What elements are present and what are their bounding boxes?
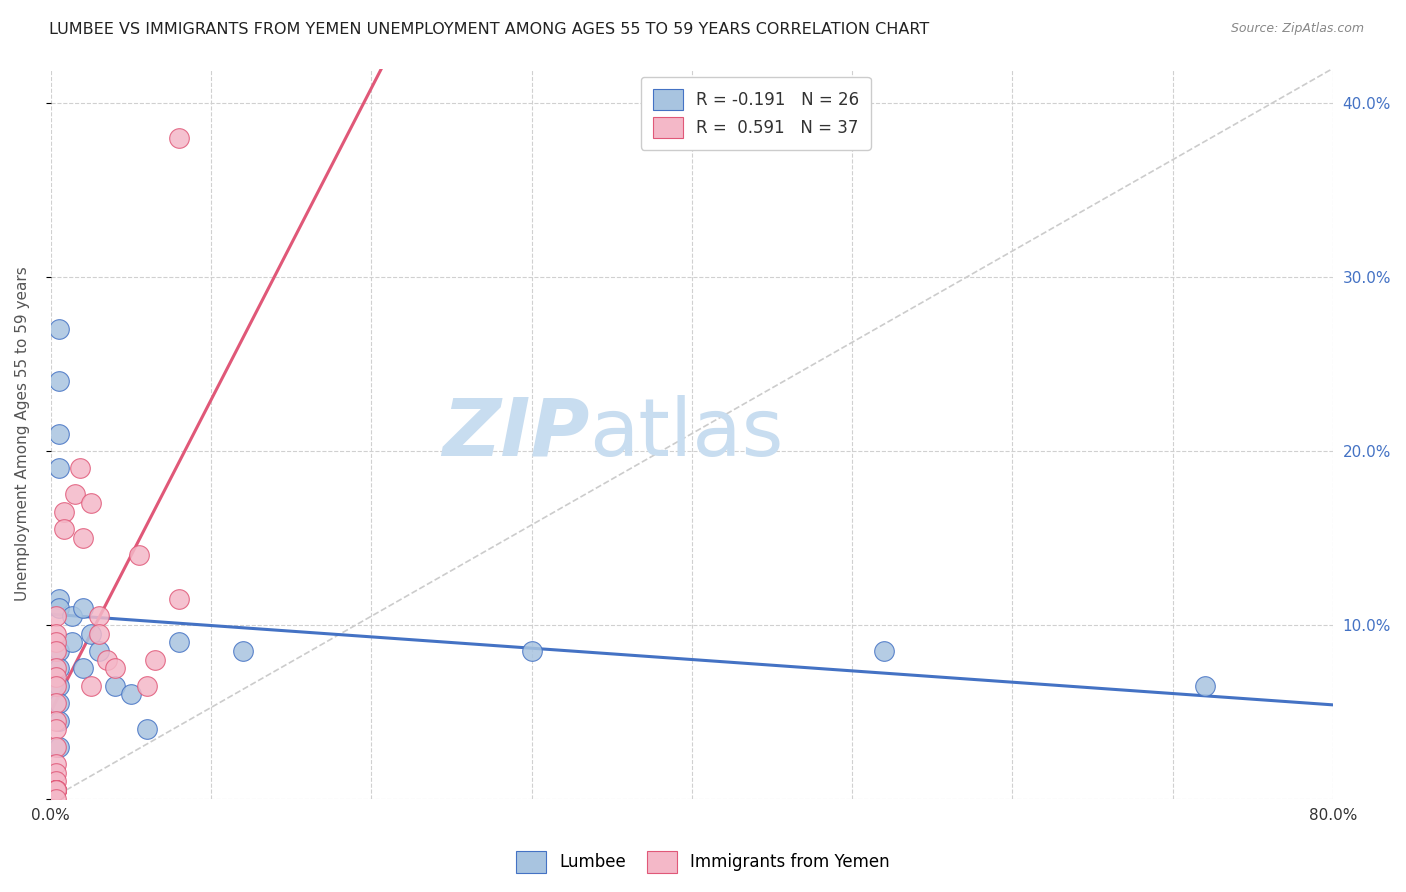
Point: [45, 679, 67, 693]
Point: [48, 714, 70, 728]
Point: [104, 661, 127, 675]
Point: [69, 461, 91, 475]
Point: [72, 531, 94, 545]
Text: ZIP: ZIP: [441, 394, 589, 473]
Point: [45, 739, 67, 754]
Y-axis label: Unemployment Among Ages 55 to 59 years: Unemployment Among Ages 55 to 59 years: [15, 267, 30, 601]
Text: atlas: atlas: [589, 394, 783, 473]
Point: [143, 653, 166, 667]
Point: [52, 522, 75, 536]
Point: [232, 644, 254, 658]
Point: [63, 487, 86, 501]
Point: [104, 679, 127, 693]
Point: [48, 461, 70, 475]
Point: [48, 661, 70, 675]
Point: [45, 635, 67, 649]
Point: [136, 679, 159, 693]
Point: [87, 644, 110, 658]
Point: [45, 644, 67, 658]
Point: [167, 635, 190, 649]
Point: [45, 661, 67, 675]
Point: [45, 783, 67, 797]
Point: [48, 739, 70, 754]
Point: [136, 723, 159, 737]
Point: [45, 714, 67, 728]
Point: [128, 549, 150, 563]
Point: [48, 375, 70, 389]
Point: [120, 688, 142, 702]
Point: [45, 626, 67, 640]
Text: Source: ZipAtlas.com: Source: ZipAtlas.com: [1230, 22, 1364, 36]
Legend: R = -0.191   N = 26, R =  0.591   N = 37: R = -0.191 N = 26, R = 0.591 N = 37: [641, 77, 870, 150]
Point: [45, 609, 67, 624]
Point: [72, 661, 94, 675]
Point: [48, 696, 70, 710]
Point: [45, 783, 67, 797]
Point: [48, 426, 70, 441]
Point: [167, 131, 190, 145]
Legend: Lumbee, Immigrants from Yemen: Lumbee, Immigrants from Yemen: [510, 845, 896, 880]
Point: [45, 765, 67, 780]
Point: [80, 679, 103, 693]
Point: [48, 679, 70, 693]
Point: [60, 635, 83, 649]
Point: [96, 653, 118, 667]
Point: [520, 644, 543, 658]
Point: [45, 756, 67, 771]
Point: [45, 791, 67, 805]
Point: [87, 626, 110, 640]
Text: LUMBEE VS IMMIGRANTS FROM YEMEN UNEMPLOYMENT AMONG AGES 55 TO 59 YEARS CORRELATI: LUMBEE VS IMMIGRANTS FROM YEMEN UNEMPLOY…: [49, 22, 929, 37]
Point: [80, 496, 103, 510]
Point: [87, 609, 110, 624]
Point: [45, 783, 67, 797]
Point: [72, 600, 94, 615]
Point: [52, 505, 75, 519]
Point: [80, 626, 103, 640]
Point: [48, 600, 70, 615]
Point: [45, 783, 67, 797]
Point: [45, 723, 67, 737]
Point: [48, 322, 70, 336]
Point: [45, 783, 67, 797]
Point: [48, 644, 70, 658]
Point: [45, 670, 67, 684]
Point: [1194, 679, 1216, 693]
Point: [167, 591, 190, 606]
Point: [45, 696, 67, 710]
Point: [60, 609, 83, 624]
Point: [873, 644, 896, 658]
Point: [45, 774, 67, 789]
Point: [45, 783, 67, 797]
Point: [48, 591, 70, 606]
